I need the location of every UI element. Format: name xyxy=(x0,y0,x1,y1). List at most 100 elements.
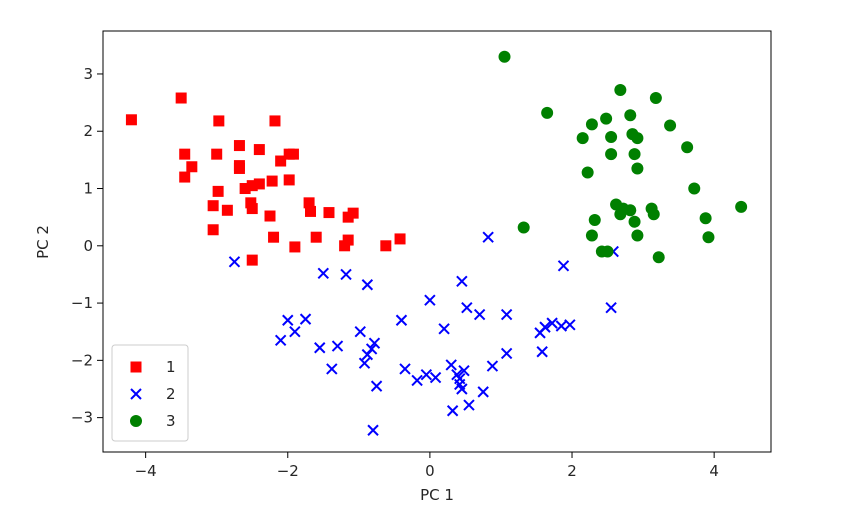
data-point-series-2 xyxy=(340,268,352,281)
data-point-series-1 xyxy=(305,205,317,217)
data-point-series-2 xyxy=(446,405,459,417)
data-point-series-2 xyxy=(463,399,475,411)
y-tick-label: 1 xyxy=(83,180,93,198)
series-1 xyxy=(125,92,406,266)
data-point-series-1 xyxy=(283,174,295,186)
legend-label-2: 2 xyxy=(166,385,176,403)
data-point-series-3 xyxy=(576,132,589,145)
data-point-series-2 xyxy=(370,380,383,392)
x-axis: −4 −2 0 2 4 xyxy=(135,452,719,480)
legend-label-1: 1 xyxy=(166,358,176,376)
x-tick-label: 0 xyxy=(425,462,435,480)
data-point-series-3 xyxy=(585,118,598,131)
data-point-series-1 xyxy=(339,240,351,252)
data-point-series-2 xyxy=(395,314,408,326)
data-point-series-3 xyxy=(631,162,644,175)
y-axis-label: PC 2 xyxy=(34,225,52,259)
data-point-series-2 xyxy=(361,348,374,361)
x-tick-label: −4 xyxy=(135,462,157,480)
data-point-series-2 xyxy=(274,334,287,347)
data-point-series-3 xyxy=(631,229,644,242)
data-point-series-1 xyxy=(394,233,406,245)
data-point-series-3 xyxy=(541,106,554,119)
data-point-series-2 xyxy=(456,275,468,288)
y-tick-label: −3 xyxy=(71,409,93,427)
data-point-series-2 xyxy=(326,363,338,375)
data-point-series-2 xyxy=(461,301,473,314)
data-point-series-2 xyxy=(299,313,312,325)
data-point-series-3 xyxy=(628,148,641,161)
data-point-series-2 xyxy=(289,326,301,338)
data-point-series-3 xyxy=(649,92,662,105)
data-point-series-2 xyxy=(546,317,558,329)
data-point-series-2 xyxy=(314,342,326,354)
data-point-series-1 xyxy=(289,241,301,253)
data-point-series-1 xyxy=(323,207,335,219)
data-point-series-3 xyxy=(735,200,748,213)
data-point-series-1 xyxy=(213,115,225,127)
data-point-series-1 xyxy=(275,155,287,167)
data-point-series-2 xyxy=(368,337,381,349)
series-3 xyxy=(498,50,748,264)
data-point-series-2 xyxy=(282,314,294,326)
data-point-series-3 xyxy=(600,112,613,125)
data-point-series-1 xyxy=(175,92,187,104)
data-point-series-2 xyxy=(317,267,330,279)
data-point-series-1 xyxy=(342,234,354,246)
data-point-series-2 xyxy=(458,364,470,377)
data-point-series-2 xyxy=(399,363,411,375)
data-point-series-1 xyxy=(380,240,392,252)
data-point-series-3 xyxy=(652,251,665,264)
data-point-series-1 xyxy=(246,254,258,266)
data-point-series-2 xyxy=(486,360,499,372)
data-point-series-1 xyxy=(268,231,280,243)
legend: 1 2 3 xyxy=(111,344,189,442)
data-point-series-1 xyxy=(125,114,137,126)
data-point-series-1 xyxy=(266,175,278,187)
data-point-series-3 xyxy=(498,50,511,63)
data-point-series-1 xyxy=(186,161,198,173)
data-point-series-3 xyxy=(647,208,660,221)
data-point-series-2 xyxy=(445,359,457,371)
data-point-series-1 xyxy=(246,180,258,192)
data-point-series-1 xyxy=(179,171,191,183)
data-point-series-2 xyxy=(420,368,433,381)
data-point-series-1 xyxy=(347,207,359,219)
data-point-series-1 xyxy=(310,231,322,243)
data-point-series-1 xyxy=(245,197,257,209)
data-point-series-2 xyxy=(331,340,344,352)
data-point-series-2 xyxy=(482,231,494,243)
y-tick-label: 0 xyxy=(83,237,93,255)
data-point-series-3 xyxy=(517,221,530,234)
data-point-series-3 xyxy=(605,148,618,161)
plot-area xyxy=(125,50,748,436)
data-point-series-2 xyxy=(429,371,442,384)
y-tick-label: −1 xyxy=(71,294,93,312)
x-tick-label: 2 xyxy=(567,462,577,480)
data-point-series-3 xyxy=(614,208,627,221)
legend-marker-3 xyxy=(130,415,142,427)
y-tick-label: −2 xyxy=(71,351,93,369)
data-point-series-2 xyxy=(438,323,450,335)
axes-frame xyxy=(102,30,772,453)
data-point-series-3 xyxy=(699,212,712,225)
data-point-series-3 xyxy=(681,141,694,154)
y-axis: −3 −2 −1 0 1 2 3 xyxy=(71,65,103,427)
data-point-series-3 xyxy=(605,130,618,143)
legend-marker-1 xyxy=(130,361,142,373)
data-point-series-2 xyxy=(564,319,576,331)
data-point-series-2 xyxy=(411,374,423,387)
data-point-series-1 xyxy=(239,183,251,195)
data-point-series-2 xyxy=(228,256,241,268)
data-point-series-3 xyxy=(688,182,701,195)
data-point-series-3 xyxy=(631,132,644,145)
data-point-series-1 xyxy=(303,197,315,209)
data-point-series-1 xyxy=(269,115,281,127)
data-point-series-3 xyxy=(601,245,614,258)
data-point-series-1 xyxy=(264,210,276,222)
data-point-series-2 xyxy=(367,424,379,436)
data-point-series-1 xyxy=(253,178,265,190)
x-tick-label: 4 xyxy=(709,462,719,480)
